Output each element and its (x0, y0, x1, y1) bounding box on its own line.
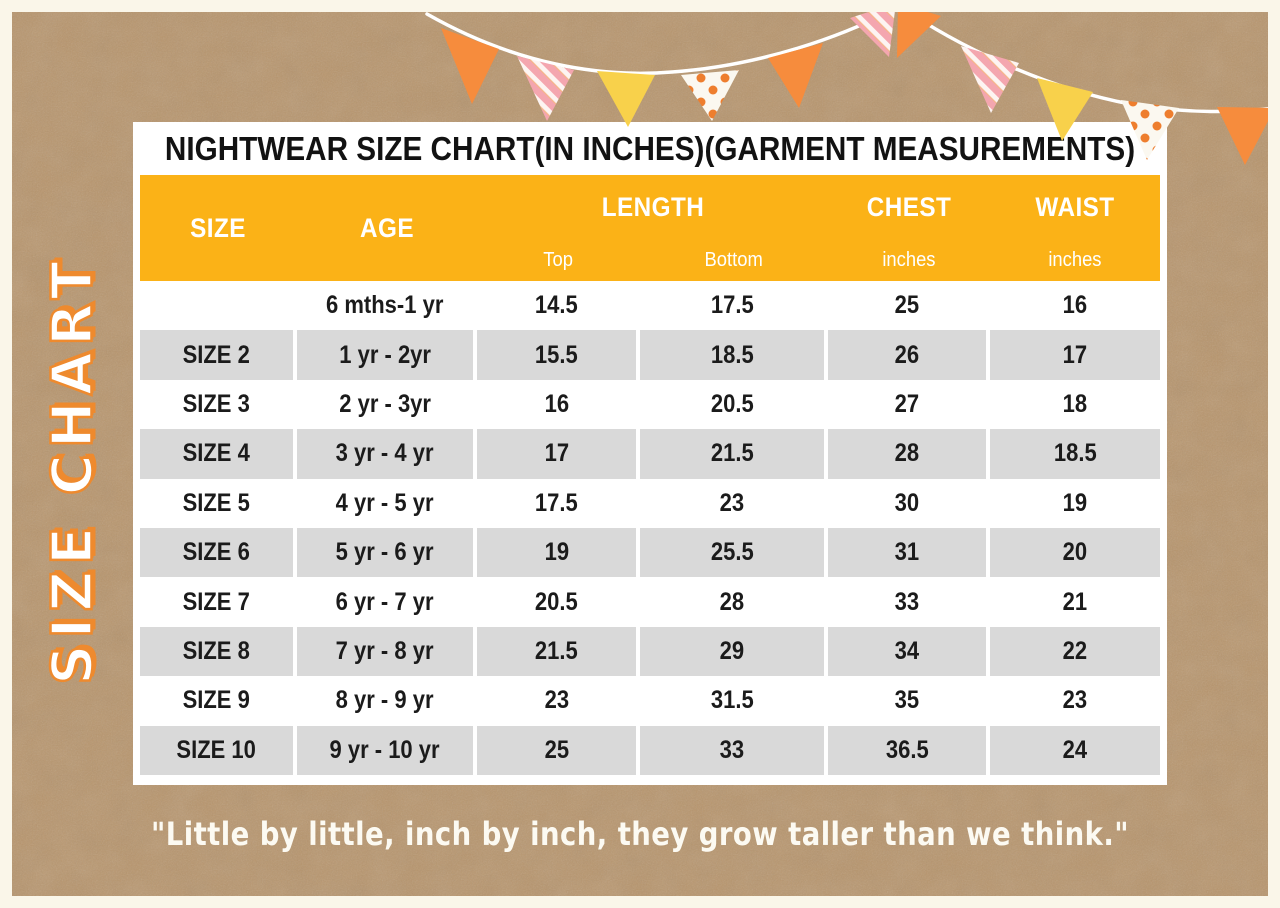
table-cell: 7 yr - 8 yr (297, 626, 477, 677)
table-cell: 34 (828, 626, 990, 677)
table-cell: SIZE 7 (140, 577, 297, 627)
table-cell: 31.5 (640, 676, 828, 726)
table-cell: SIZE 9 (140, 676, 297, 726)
table-cell: 16 (477, 379, 640, 430)
table-cell: 5 yr - 6 yr (297, 527, 477, 578)
table-row: SIZE 10 9 yr - 10 yr 25 33 36.5 24 (140, 725, 1160, 775)
table-cell: 27 (828, 379, 990, 430)
header-waist: WAIST (990, 175, 1160, 239)
side-label-size-chart: SIZE CHART (39, 254, 107, 686)
table-cell: 18 (990, 379, 1160, 430)
table-cell: SIZE 4 (140, 429, 297, 479)
table-cell: 17.5 (640, 281, 828, 331)
table-cell: SIZE 3 (140, 379, 297, 430)
table-cell: 23 (477, 676, 640, 726)
header-size: SIZE (140, 175, 297, 281)
table-cell: 22 (990, 626, 1160, 677)
chart-title: NIGHTWEAR SIZE CHART(IN INCHES)(GARMENT … (164, 129, 1136, 167)
table-cell: 35 (828, 676, 990, 726)
table-cell: 20 (990, 527, 1160, 578)
table-cell: 28 (640, 577, 828, 627)
table-cell: 14.5 (477, 281, 640, 331)
table-cell: 23 (640, 478, 828, 528)
size-table: SIZE AGE LENGTH CHEST WAIST Top Bottom i… (140, 175, 1160, 775)
header-length-top: Top (477, 239, 640, 281)
header-chest-unit: inches (828, 239, 990, 281)
table-cell: 19 (477, 527, 640, 578)
table-cell: 24 (990, 725, 1160, 775)
table-cell: 16 (990, 281, 1160, 331)
table-cell: 20.5 (640, 379, 828, 430)
table-cell: 3 yr - 4 yr (297, 429, 477, 479)
table-cell: 1 yr - 2yr (297, 330, 477, 380)
table-cell: SIZE 6 (140, 527, 297, 578)
table-cell: 23 (990, 676, 1160, 726)
table-cell: 21.5 (640, 429, 828, 479)
table-cell: 4 yr - 5 yr (297, 478, 477, 528)
table-cell: 21 (990, 577, 1160, 627)
table-cell (140, 281, 297, 331)
header-chest: CHEST (828, 175, 990, 239)
table-cell: 33 (828, 577, 990, 627)
size-table-header: SIZE AGE LENGTH CHEST WAIST Top Bottom i… (140, 175, 1160, 281)
table-cell: 28 (828, 429, 990, 479)
table-cell: 25 (477, 725, 640, 775)
table-cell: SIZE 2 (140, 330, 297, 380)
table-cell: 6 yr - 7 yr (297, 577, 477, 627)
table-cell: 17 (477, 429, 640, 479)
table-cell: 25.5 (640, 527, 828, 578)
size-chart-card: NIGHTWEAR SIZE CHART(IN INCHES)(GARMENT … (133, 122, 1167, 785)
table-cell: 8 yr - 9 yr (297, 676, 477, 726)
table-cell: 26 (828, 330, 990, 380)
table-cell: SIZE 10 (140, 725, 297, 775)
table-cell: 19 (990, 478, 1160, 528)
table-cell: 30 (828, 478, 990, 528)
table-cell: 36.5 (828, 725, 990, 775)
table-cell: 17 (990, 330, 1160, 380)
header-length: LENGTH (477, 175, 828, 239)
table-cell: 15.5 (477, 330, 640, 380)
table-cell: 18.5 (640, 330, 828, 380)
table-cell: 21.5 (477, 626, 640, 677)
table-cell: 2 yr - 3yr (297, 379, 477, 430)
table-cell: 31 (828, 527, 990, 578)
table-cell: 18.5 (990, 429, 1160, 479)
table-cell: 25 (828, 281, 990, 331)
table-cell: 6 mths-1 yr (297, 281, 477, 331)
quote-text: "Little by little, inch by inch, they gr… (150, 815, 1130, 853)
table-cell: 29 (640, 626, 828, 677)
header-length-bottom: Bottom (640, 239, 828, 281)
table-row: 6 mths-1 yr 14.5 17.5 25 16 (140, 281, 1160, 331)
header-age: AGE (297, 175, 477, 281)
table-cell: SIZE 5 (140, 478, 297, 528)
table-cell: 17.5 (477, 478, 640, 528)
header-waist-unit: inches (990, 239, 1160, 281)
table-cell: 33 (640, 725, 828, 775)
table-cell: SIZE 8 (140, 626, 297, 677)
table-cell: 20.5 (477, 577, 640, 627)
table-cell: 9 yr - 10 yr (297, 725, 477, 775)
